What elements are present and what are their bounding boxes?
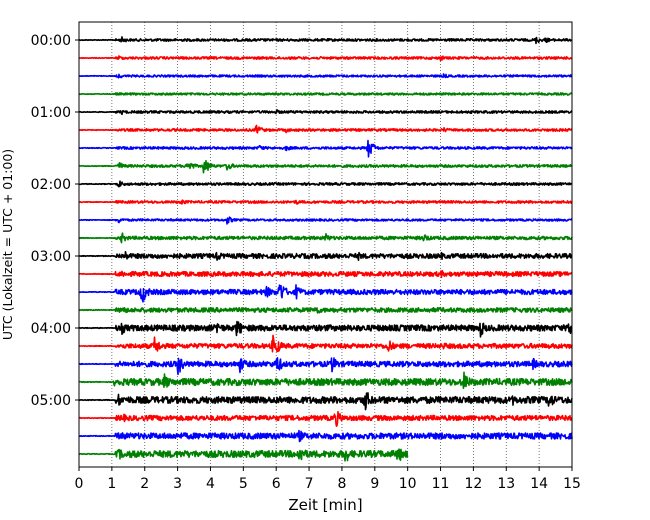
x-tick-label: 3 bbox=[173, 476, 182, 492]
seismic-trace bbox=[78, 36, 573, 45]
y-tick-label: 04:00 bbox=[31, 321, 71, 337]
y-axis-ticks: 00:00 01:00 02:00 03:00 04:00 05:00 bbox=[31, 33, 79, 409]
seismic-trace bbox=[78, 270, 573, 279]
x-tick-label: 15 bbox=[563, 476, 581, 492]
seismic-trace bbox=[78, 139, 573, 158]
x-axis-ticks: 0 1 2 3 4 5 6 7 8 9 10 11 12 13 14 15 bbox=[75, 467, 581, 492]
seismic-trace bbox=[78, 448, 409, 462]
y-tick-label: 00:00 bbox=[31, 33, 71, 49]
x-tick-label: 1 bbox=[107, 476, 116, 492]
seismic-trace bbox=[78, 232, 573, 244]
x-tick-label: 4 bbox=[206, 476, 215, 492]
seismic-trace bbox=[78, 92, 573, 96]
x-tick-label: 11 bbox=[432, 476, 450, 492]
y-tick-label: 05:00 bbox=[31, 393, 71, 409]
x-tick-label: 0 bbox=[75, 476, 84, 492]
y-axis-label: UTC (Lokalzeit = UTC + 01:00) bbox=[0, 149, 15, 340]
seismic-trace bbox=[78, 159, 573, 174]
seismic-trace bbox=[78, 124, 573, 134]
seismic-trace bbox=[78, 357, 573, 376]
x-tick-label: 9 bbox=[370, 476, 379, 492]
x-axis-label: Zeit [min] bbox=[288, 496, 362, 514]
x-tick-label: 8 bbox=[337, 476, 346, 492]
seismic-trace bbox=[78, 216, 573, 225]
seismic-trace bbox=[78, 180, 573, 188]
y-tick-label: 03:00 bbox=[31, 249, 71, 265]
seismic-trace bbox=[78, 410, 573, 427]
seismic-trace bbox=[78, 73, 573, 79]
x-tick-label: 2 bbox=[140, 476, 149, 492]
seismic-trace bbox=[78, 284, 573, 303]
x-tick-label: 10 bbox=[399, 476, 417, 492]
vertical-gridlines bbox=[111, 22, 540, 467]
seismic-traces bbox=[78, 36, 573, 462]
seismic-trace bbox=[78, 55, 573, 62]
seismic-trace bbox=[78, 306, 573, 314]
x-tick-label: 7 bbox=[305, 476, 314, 492]
x-tick-label: 6 bbox=[272, 476, 281, 492]
x-tick-label: 5 bbox=[239, 476, 248, 492]
seismic-trace bbox=[78, 392, 573, 411]
plot-frame bbox=[78, 21, 573, 468]
x-tick-label: 14 bbox=[530, 476, 548, 492]
seismic-trace bbox=[78, 320, 573, 338]
seismic-trace bbox=[78, 334, 573, 353]
seismic-trace bbox=[78, 250, 573, 262]
seismic-trace bbox=[78, 109, 573, 116]
seismic-trace bbox=[78, 199, 573, 205]
seismic-trace bbox=[78, 429, 573, 443]
x-tick-label: 13 bbox=[497, 476, 515, 492]
y-tick-label: 02:00 bbox=[31, 177, 71, 193]
seismic-trace bbox=[78, 371, 573, 390]
x-tick-label: 12 bbox=[464, 476, 482, 492]
y-tick-label: 01:00 bbox=[31, 105, 71, 121]
